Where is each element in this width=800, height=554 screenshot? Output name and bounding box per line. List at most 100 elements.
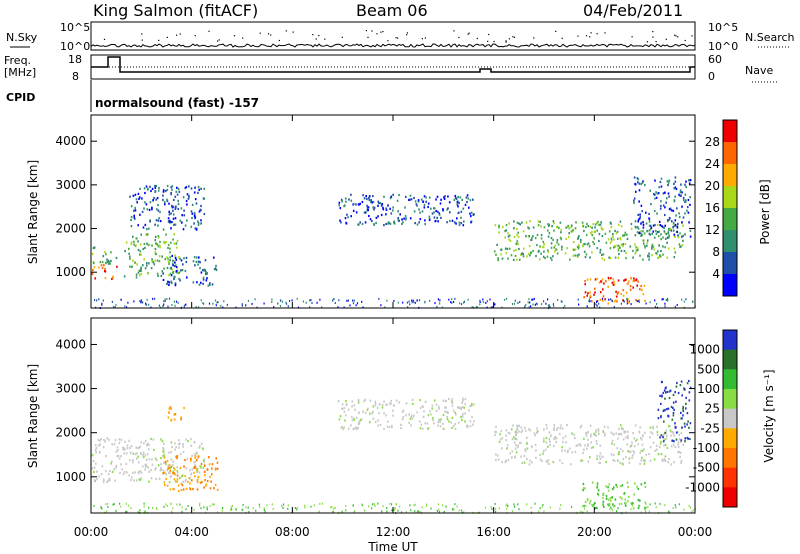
range-gate-cell (146, 264, 148, 267)
range-gate-cell (198, 283, 201, 286)
range-gate-cell (205, 272, 207, 276)
range-gate-cell (638, 182, 641, 185)
nave-tick-bottom: 0 (708, 70, 715, 83)
range-gate-cell (165, 240, 167, 244)
range-gate-cell (513, 220, 515, 223)
range-gate-cell (167, 217, 170, 220)
range-gate-cell (357, 203, 360, 206)
range-gate-cell (582, 505, 584, 508)
range-gate-cell (197, 475, 200, 479)
range-gate-cell (547, 445, 549, 448)
x-tick-label: 20:00 (577, 525, 612, 539)
range-gate-cell (648, 258, 650, 261)
range-gate-cell (657, 417, 660, 420)
range-gate-cell (673, 182, 675, 185)
range-gate-cell (155, 253, 157, 256)
range-gate-cell (684, 233, 686, 236)
range-gate-cell (532, 226, 535, 229)
xaxis-label: Time UT (367, 540, 418, 554)
range-gate-cell (639, 288, 641, 291)
range-gate-cell (377, 204, 379, 207)
range-gate-cell (338, 201, 341, 204)
range-gate-cell (664, 191, 666, 194)
range-gate-cell (338, 299, 340, 302)
range-gate-cell (296, 508, 298, 511)
range-gate-cell (383, 400, 385, 403)
colorbar-tick-label: 28 (705, 135, 720, 149)
range-gate-cell (241, 304, 243, 307)
range-gate-cell (142, 247, 145, 251)
range-gate-cell (434, 220, 437, 223)
range-gate-cell (176, 466, 178, 469)
range-gate-cell (639, 213, 641, 216)
range-gate-cell (616, 447, 619, 450)
range-gate-cell (103, 478, 105, 481)
range-gate-cell (486, 300, 488, 303)
range-gate-cell (628, 301, 630, 304)
range-gate-cell (626, 481, 629, 484)
colorbar-segment (723, 349, 737, 370)
range-gate-cell (332, 510, 334, 513)
nsearch-point (652, 31, 654, 33)
range-gate-cell (371, 412, 374, 415)
range-gate-cell (214, 483, 217, 486)
range-gate-cell (160, 467, 162, 470)
range-gate-cell (657, 235, 660, 238)
range-gate-cell (154, 190, 156, 193)
range-gate-cell (498, 224, 500, 227)
beam-title: Beam 06 (356, 1, 428, 20)
range-gate-cell (656, 425, 658, 428)
range-gate-cell (98, 475, 101, 478)
range-gate-cell (140, 243, 142, 246)
range-gate-cell (179, 503, 181, 506)
nsearch-point (508, 38, 510, 40)
range-gate-cell (593, 242, 595, 246)
range-gate-cell (517, 503, 519, 506)
range-gate-cell (185, 186, 188, 189)
range-gate-cell (588, 502, 591, 505)
range-gate-cell (367, 407, 369, 410)
range-gate-cell (175, 246, 178, 249)
range-gate-cell (190, 444, 193, 447)
range-gate-cell (332, 299, 334, 302)
range-gate-cell (165, 503, 167, 506)
range-gate-cell (665, 432, 667, 435)
range-gate-cell (552, 238, 554, 242)
range-gate-cell (113, 503, 115, 506)
range-gate-cell (585, 505, 587, 508)
range-gate-cell (302, 300, 304, 303)
range-gate-cell (675, 187, 678, 191)
range-gate-cell (681, 244, 684, 247)
range-gate-cell (648, 452, 650, 456)
range-gate-cell (155, 467, 157, 470)
range-gate-cell (550, 237, 553, 240)
range-gate-cell (208, 463, 211, 466)
range-gate-cell (156, 508, 158, 511)
range-gate-cell (589, 300, 591, 303)
range-gate-cell (463, 406, 465, 409)
range-gate-cell (401, 410, 404, 413)
range-gate-cell (501, 257, 504, 260)
range-gate-cell (202, 302, 204, 304)
range-gate-cell (144, 267, 147, 270)
range-gate-cell (184, 459, 186, 462)
range-gate-cell (380, 213, 383, 217)
range-gate-cell (462, 207, 465, 210)
range-gate-cell (526, 436, 528, 439)
range-gate-cell (490, 506, 492, 508)
nsearch-point (585, 35, 588, 37)
colorbar-frame (722, 329, 738, 508)
range-gate-cell (587, 444, 589, 447)
range-gate-cell (179, 279, 181, 282)
range-gate-cell (175, 300, 178, 303)
range-gate-cell (431, 212, 434, 215)
range-gate-cell (571, 432, 573, 435)
range-gate-cell (686, 423, 688, 426)
range-gate-cell (125, 306, 128, 309)
range-gate-cell (658, 230, 660, 233)
range-gate-cell (618, 451, 620, 454)
nsearch-point (233, 35, 236, 37)
range-gate-cell (633, 482, 636, 485)
range-gate-cell (398, 401, 401, 404)
